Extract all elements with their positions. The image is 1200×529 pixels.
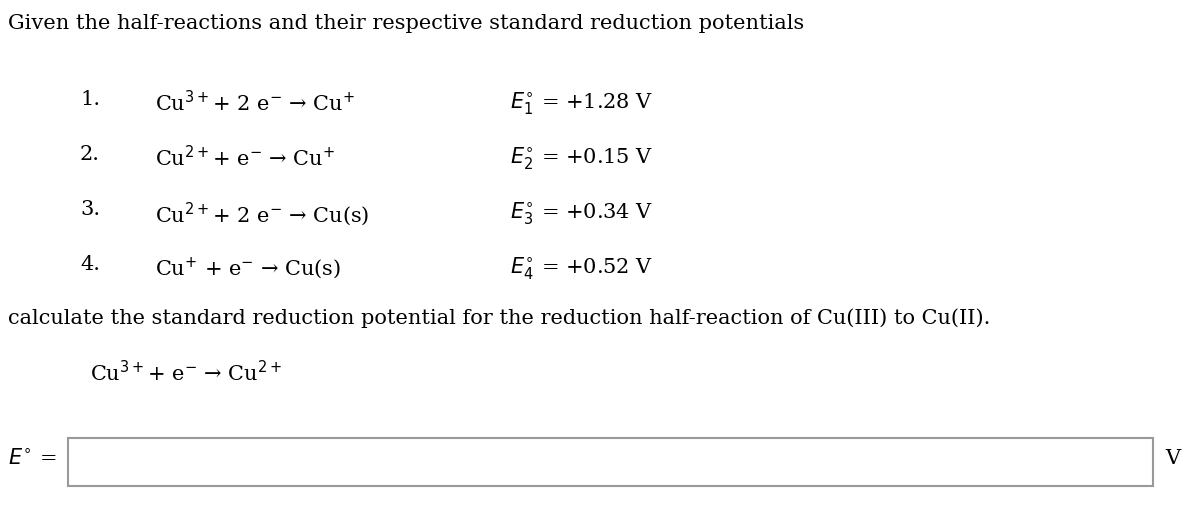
Text: Cu$^{3+}$+ e$^{-}$ → Cu$^{2+}$: Cu$^{3+}$+ e$^{-}$ → Cu$^{2+}$ — [90, 360, 282, 385]
Text: $E_{4}^{\circ}$ = +0.52 V: $E_{4}^{\circ}$ = +0.52 V — [510, 255, 653, 281]
Text: Cu$^{3+}$+ 2 e$^{-}$ → Cu$^{+}$: Cu$^{3+}$+ 2 e$^{-}$ → Cu$^{+}$ — [155, 90, 355, 115]
Text: $E^{\circ}$ =: $E^{\circ}$ = — [8, 448, 56, 468]
Text: $E_{2}^{\circ}$ = +0.15 V: $E_{2}^{\circ}$ = +0.15 V — [510, 145, 653, 171]
Text: $E_{1}^{\circ}$ = +1.28 V: $E_{1}^{\circ}$ = +1.28 V — [510, 90, 653, 116]
Text: 1.: 1. — [80, 90, 100, 109]
Text: $E_{3}^{\circ}$ = +0.34 V: $E_{3}^{\circ}$ = +0.34 V — [510, 200, 653, 226]
Text: Cu$^{2+}$+ 2 e$^{-}$ → Cu(s): Cu$^{2+}$+ 2 e$^{-}$ → Cu(s) — [155, 200, 370, 227]
Text: V: V — [1165, 449, 1180, 468]
Text: Given the half-reactions and their respective standard reduction potentials: Given the half-reactions and their respe… — [8, 14, 804, 33]
Text: 3.: 3. — [80, 200, 100, 219]
Text: 2.: 2. — [80, 145, 100, 164]
Text: calculate the standard reduction potential for the reduction half-reaction of Cu: calculate the standard reduction potenti… — [8, 308, 990, 327]
Text: Cu$^{+}$ + e$^{-}$ → Cu(s): Cu$^{+}$ + e$^{-}$ → Cu(s) — [155, 255, 341, 281]
Bar — [68, 438, 1153, 486]
Text: 4.: 4. — [80, 255, 100, 274]
Text: Cu$^{2+}$+ e$^{-}$ → Cu$^{+}$: Cu$^{2+}$+ e$^{-}$ → Cu$^{+}$ — [155, 145, 335, 170]
